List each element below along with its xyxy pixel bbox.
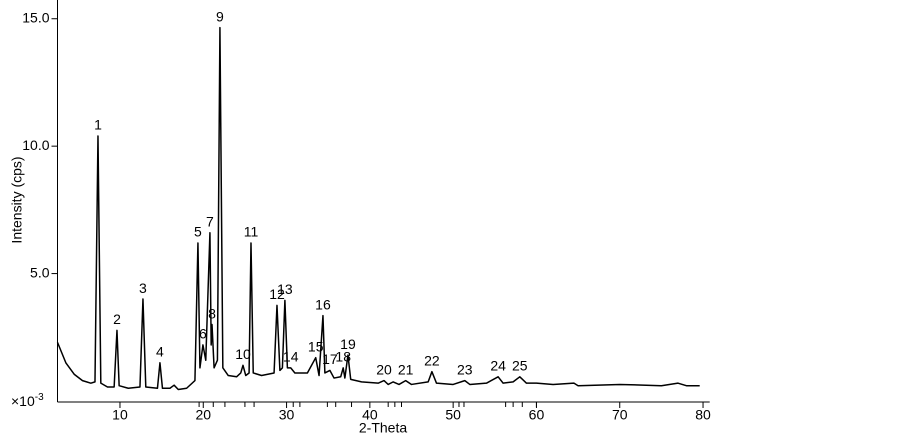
peak-label: 21 bbox=[398, 361, 414, 377]
peak-label: 4 bbox=[156, 343, 164, 359]
x-tick-label: 60 bbox=[529, 407, 545, 423]
peak-label: 7 bbox=[206, 214, 214, 230]
peak-label: 24 bbox=[490, 357, 506, 373]
peak-label: 23 bbox=[457, 361, 473, 377]
peak-label: 5 bbox=[194, 224, 202, 240]
peak-label: 13 bbox=[277, 281, 293, 297]
y-tick-label: 15.0 bbox=[22, 9, 49, 25]
peak-label: 3 bbox=[139, 280, 147, 296]
peak-label: 6 bbox=[199, 326, 207, 342]
multiplier-exponent: -3 bbox=[35, 392, 44, 403]
peak-label: 15 bbox=[308, 338, 324, 354]
peak-label: 25 bbox=[512, 357, 528, 373]
peak-label: 14 bbox=[283, 349, 299, 365]
peak-label: 18 bbox=[335, 349, 351, 365]
y-multiplier: ×10-3 bbox=[11, 392, 44, 409]
peak-label: 9 bbox=[216, 8, 224, 24]
x-tick-label: 30 bbox=[279, 407, 295, 423]
x-tick-label: 50 bbox=[445, 407, 461, 423]
x-axis-label: 2-Theta bbox=[359, 420, 407, 436]
peak-label: 2 bbox=[113, 311, 121, 327]
peak-label: 1 bbox=[94, 117, 102, 133]
peak-label: 16 bbox=[315, 296, 331, 312]
peak-label: 20 bbox=[376, 361, 392, 377]
x-tick-label: 10 bbox=[112, 407, 128, 423]
line-series bbox=[56, 26, 700, 391]
peak-label: 12 bbox=[269, 286, 285, 302]
multiplier-base: ×10 bbox=[11, 393, 35, 409]
peak-label: 17 bbox=[322, 351, 338, 367]
x-tick-label: 20 bbox=[195, 407, 211, 423]
y-axis-label: Intensity (cps) bbox=[9, 156, 25, 243]
peak-label: 19 bbox=[340, 336, 356, 352]
peak-label: 22 bbox=[424, 352, 440, 368]
peak-label: 8 bbox=[208, 305, 216, 321]
y-tick-label: 10.0 bbox=[22, 137, 49, 153]
x-tick-label: 80 bbox=[695, 407, 711, 423]
y-tick-label: 5.0 bbox=[30, 264, 50, 280]
peak-label: 11 bbox=[244, 224, 259, 240]
peak-label: 10 bbox=[235, 346, 251, 362]
x-tick-label: 70 bbox=[612, 407, 628, 423]
x-tick-label: 40 bbox=[362, 407, 378, 423]
